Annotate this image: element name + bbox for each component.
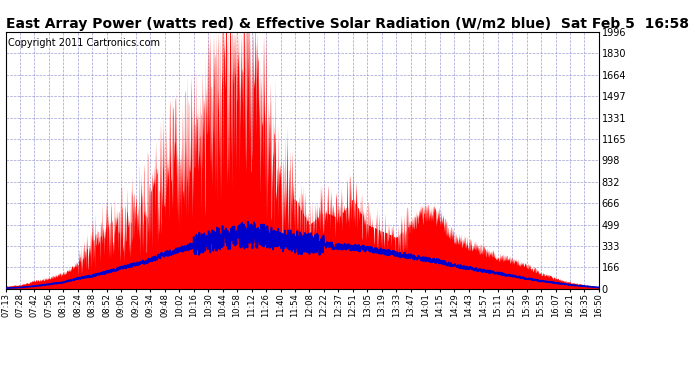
Text: East Array Power (watts red) & Effective Solar Radiation (W/m2 blue)  Sat Feb 5 : East Array Power (watts red) & Effective…: [6, 17, 689, 31]
Text: Copyright 2011 Cartronics.com: Copyright 2011 Cartronics.com: [8, 38, 161, 48]
